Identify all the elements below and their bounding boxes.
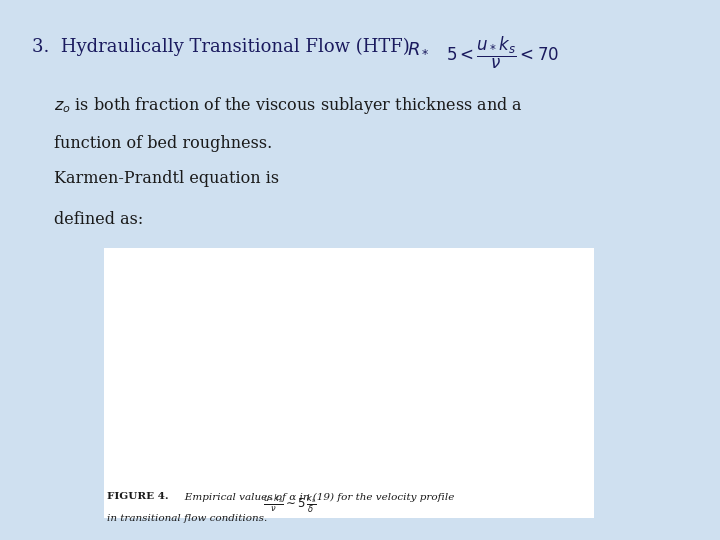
Text: $5 < \dfrac{u_* k_s}{\nu} < 70$: $5 < \dfrac{u_* k_s}{\nu} < 70$ <box>446 35 559 71</box>
Text: $z_o$ is both fraction of the viscous sublayer thickness and a: $z_o$ is both fraction of the viscous su… <box>54 94 523 116</box>
Text: defined as:: defined as: <box>54 211 143 227</box>
Text: TRANSITIONAL FLOW: TRANSITIONAL FLOW <box>322 286 411 294</box>
Text: 3.  Hydraulically Transitional Flow (HTF): 3. Hydraulically Transitional Flow (HTF) <box>32 38 410 56</box>
Text: $R_*$: $R_*$ <box>407 38 430 56</box>
Y-axis label: $\alpha$: $\alpha$ <box>115 358 125 372</box>
Text: Empirical values of α in (19) for the velocity profile: Empirical values of α in (19) for the ve… <box>175 492 454 502</box>
Text: non-uniform roughness: non-uniform roughness <box>249 333 332 350</box>
Text: transitional flow: transitional flow <box>226 382 283 411</box>
Text: Karmen-Prandtl equation is: Karmen-Prandtl equation is <box>54 170 279 187</box>
Text: rough: rough <box>443 363 464 371</box>
Text: in transitional flow conditions.: in transitional flow conditions. <box>107 514 267 523</box>
Text: $\frac{u}{u_*} = \frac{1}{k} \ln \frac{z}{\alpha k_s} + 8.5$: $\frac{u}{u_*} = \frac{1}{k} \ln \frac{z… <box>322 310 390 327</box>
Text: uniform roughness: uniform roughness <box>223 360 286 399</box>
Text: $\frac{u_* k_s}{\nu} \sim 5 \, \frac{k_s}{\delta}$: $\frac{u_* k_s}{\nu} \sim 5 \, \frac{k_s… <box>264 493 317 516</box>
Text: function of bed roughness.: function of bed roughness. <box>54 135 272 152</box>
Text: boundary: boundary <box>443 374 477 382</box>
Text: FIGURE 4.: FIGURE 4. <box>107 492 168 502</box>
